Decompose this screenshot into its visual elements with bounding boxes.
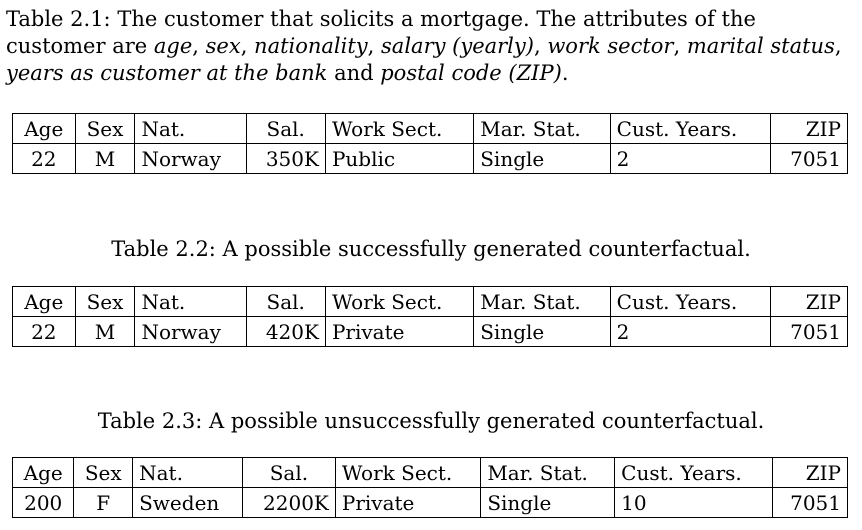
caption-attribute-term: work sector [547, 34, 674, 58]
caption-label: Table 2.1: [6, 7, 111, 31]
cell-nat: Norway [134, 143, 247, 174]
caption-attribute-term: age [153, 34, 193, 58]
cell-mar-stat: Single [480, 487, 616, 518]
cell-cust-years: 10 [614, 487, 773, 518]
cell-sal: 420K [245, 316, 326, 347]
caption-attribute-term: sex [205, 34, 241, 58]
header-zip: ZIP [770, 113, 848, 144]
caption-text-segment: , [834, 34, 842, 58]
header-mar-stat: Mar. Stat. [473, 286, 611, 317]
cell-work-sect: Private [334, 487, 482, 518]
table-header-row: Age Sex Nat. Sal. Work Sect. Mar. Stat. … [12, 113, 848, 144]
cell-sex: M [74, 316, 136, 347]
caption-text-segment: . [561, 61, 569, 85]
header-sex: Sex [74, 286, 136, 317]
table-row: 200 F Sweden 2200K Private Single 10 705… [11, 487, 849, 518]
header-age: Age [12, 113, 76, 144]
header-zip: ZIP [770, 286, 848, 317]
cell-work-sect: Private [324, 316, 475, 347]
header-sal: Sal. [241, 457, 336, 488]
caption-text-segment: The customer that solicits a mortgage. T… [6, 7, 756, 58]
caption-attribute-term: nationality [254, 34, 368, 58]
caption-text-segment: , [533, 34, 548, 58]
header-sex: Sex [73, 457, 134, 488]
cell-cust-years: 2 [609, 316, 772, 347]
caption-text: The customer that solicits a mortgage. T… [6, 7, 842, 85]
header-cust-years: Cust. Years. [614, 457, 773, 488]
table-2-2-caption: Table 2.2: A possible successfully gener… [111, 237, 751, 261]
header-cust-years: Cust. Years. [609, 113, 772, 144]
header-nat: Nat. [134, 113, 247, 144]
header-mar-stat: Mar. Stat. [480, 457, 616, 488]
header-work-sect: Work Sect. [324, 286, 475, 317]
cell-zip: 7051 [770, 143, 848, 174]
table-2-3-caption: Table 2.3: A possible unsuccessfully gen… [97, 409, 765, 433]
table-header-row: Age Sex Nat. Sal. Work Sect. Mar. Stat. … [12, 286, 848, 317]
header-work-sect: Work Sect. [324, 113, 475, 144]
header-age: Age [11, 457, 75, 488]
table-2-3: Age Sex Nat. Sal. Work Sect. Mar. Stat. … [11, 457, 849, 518]
header-sal: Sal. [245, 113, 326, 144]
cell-sal: 350K [245, 143, 326, 174]
caption-text-segment: , [673, 34, 687, 58]
cell-zip: 7051 [770, 316, 848, 347]
caption-attribute-term: years as customer at the bank [6, 61, 328, 85]
cell-zip: 7051 [771, 487, 849, 518]
header-zip: ZIP [771, 457, 849, 488]
caption-attribute-term: marital status [686, 34, 835, 58]
cell-mar-stat: Single [473, 143, 611, 174]
header-sal: Sal. [245, 286, 326, 317]
header-cust-years: Cust. Years. [609, 286, 772, 317]
caption-text-segment: , [240, 34, 255, 58]
caption-text-segment: and [327, 61, 381, 85]
table-2-1: Age Sex Nat. Sal. Work Sect. Mar. Stat. … [12, 113, 848, 174]
cell-cust-years: 2 [609, 143, 772, 174]
table-2-2: Age Sex Nat. Sal. Work Sect. Mar. Stat. … [12, 286, 848, 347]
table-row: 22 M Norway 420K Private Single 2 7051 [12, 316, 848, 347]
cell-sal: 2200K [241, 487, 336, 518]
cell-work-sect: Public [324, 143, 475, 174]
cell-age: 22 [12, 143, 76, 174]
table-2-1-caption: Table 2.1: The customer that solicits a … [6, 6, 856, 87]
header-sex: Sex [74, 113, 136, 144]
header-mar-stat: Mar. Stat. [473, 113, 611, 144]
header-nat: Nat. [134, 286, 247, 317]
caption-text-segment: , [367, 34, 382, 58]
cell-age: 200 [11, 487, 75, 518]
cell-nat: Sweden [132, 487, 243, 518]
cell-sex: F [73, 487, 134, 518]
header-nat: Nat. [132, 457, 243, 488]
cell-nat: Norway [134, 316, 247, 347]
table-row: 22 M Norway 350K Public Single 2 7051 [12, 143, 848, 174]
header-age: Age [12, 286, 76, 317]
cell-sex: M [74, 143, 136, 174]
header-work-sect: Work Sect. [334, 457, 482, 488]
caption-attribute-term: salary (yearly) [381, 34, 534, 58]
caption-attribute-term: postal code (ZIP) [380, 61, 562, 85]
table-header-row: Age Sex Nat. Sal. Work Sect. Mar. Stat. … [11, 457, 849, 488]
cell-age: 22 [12, 316, 76, 347]
caption-text-segment: , [192, 34, 206, 58]
cell-mar-stat: Single [473, 316, 611, 347]
